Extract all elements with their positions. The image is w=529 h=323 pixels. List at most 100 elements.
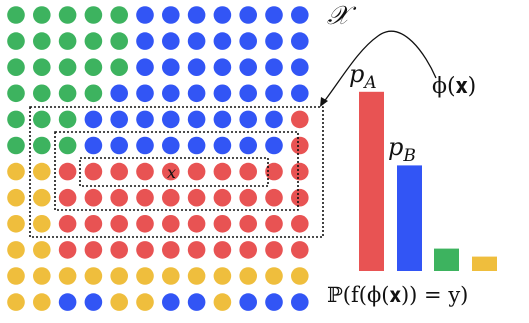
grid-point <box>33 293 51 311</box>
bar-4 <box>472 256 497 271</box>
grid-point <box>110 58 128 76</box>
grid-point <box>291 58 309 76</box>
grid-point <box>7 188 25 207</box>
grid-point <box>213 84 232 103</box>
grid-point <box>213 162 232 181</box>
grid-point <box>58 136 77 155</box>
grid-point <box>239 293 257 311</box>
grid-point <box>136 136 154 155</box>
grid-point <box>213 32 232 50</box>
grid-point <box>291 215 309 233</box>
grid-point <box>291 162 309 181</box>
bar-label-pb: pB <box>388 133 416 166</box>
grid-point <box>7 267 25 285</box>
grid-point <box>265 293 283 311</box>
grid-point <box>265 6 283 24</box>
grid-point <box>110 84 128 103</box>
probability-bars <box>359 91 497 271</box>
bar-1 <box>359 91 384 271</box>
grid-point <box>213 188 232 207</box>
grid-point <box>110 267 128 285</box>
grid-point <box>110 136 128 155</box>
grid-point <box>33 136 51 155</box>
grid-point <box>7 32 25 50</box>
bar-2 <box>397 165 422 271</box>
grid-point <box>110 293 128 311</box>
point-grid <box>7 6 309 311</box>
grid-point <box>33 58 51 76</box>
grid-point <box>239 58 257 76</box>
grid-point <box>7 215 25 233</box>
grid-point <box>265 188 283 207</box>
grid-point <box>265 162 283 181</box>
grid-point <box>291 84 309 103</box>
grid-point <box>84 136 103 155</box>
grid-point <box>162 32 180 50</box>
grid-point <box>265 267 283 285</box>
grid-point <box>7 136 25 155</box>
grid-point <box>136 110 154 129</box>
grid-point <box>239 32 257 50</box>
grid-point <box>291 110 309 129</box>
grid-point <box>58 110 77 129</box>
grid-point <box>162 215 180 233</box>
grid-point <box>136 162 154 181</box>
grid-point <box>7 162 25 181</box>
grid-point <box>58 241 77 259</box>
grid-point <box>187 6 206 24</box>
grid-point <box>33 162 51 181</box>
grid-point <box>213 58 232 76</box>
space-label: 𝒳 <box>327 1 357 31</box>
grid-point <box>136 84 154 103</box>
grid-point <box>187 58 206 76</box>
grid-point <box>162 136 180 155</box>
grid-point <box>265 136 283 155</box>
bar-label-pa: pA <box>349 60 377 93</box>
grid-point <box>239 188 257 207</box>
grid-point <box>291 293 309 311</box>
grid-point <box>58 188 77 207</box>
grid-point <box>33 215 51 233</box>
grid-point <box>187 188 206 207</box>
grid-point <box>84 188 103 207</box>
grid-point <box>162 58 180 76</box>
point-label: x <box>167 163 176 182</box>
grid-point <box>33 241 51 259</box>
grid-point <box>58 267 77 285</box>
grid-point <box>58 32 77 50</box>
grid-point <box>213 136 232 155</box>
grid-point <box>58 215 77 233</box>
grid-point <box>84 293 103 311</box>
grid-point <box>110 6 128 24</box>
neighborhood-outer <box>29 106 324 238</box>
grid-point <box>7 58 25 76</box>
grid-point <box>136 241 154 259</box>
grid-point <box>7 6 25 24</box>
grid-point <box>110 110 128 129</box>
grid-point <box>239 267 257 285</box>
grid-point <box>239 6 257 24</box>
grid-point <box>291 6 309 24</box>
grid-point <box>7 84 25 103</box>
transform-arrow <box>322 30 437 104</box>
grid-point <box>7 293 25 311</box>
neighborhood-inner <box>79 157 269 187</box>
grid-point <box>162 241 180 259</box>
grid-point <box>187 241 206 259</box>
grid-point <box>239 136 257 155</box>
grid-point <box>265 241 283 259</box>
grid-point <box>110 162 128 181</box>
grid-point <box>84 241 103 259</box>
grid-point <box>58 84 77 103</box>
grid-point <box>33 32 51 50</box>
grid-point <box>187 84 206 103</box>
grid-point <box>187 136 206 155</box>
grid-point <box>265 58 283 76</box>
grid-point <box>213 267 232 285</box>
grid-point <box>265 215 283 233</box>
grid-point <box>58 58 77 76</box>
grid-point <box>265 84 283 103</box>
grid-point <box>84 6 103 24</box>
grid-point <box>265 110 283 129</box>
grid-point <box>239 84 257 103</box>
